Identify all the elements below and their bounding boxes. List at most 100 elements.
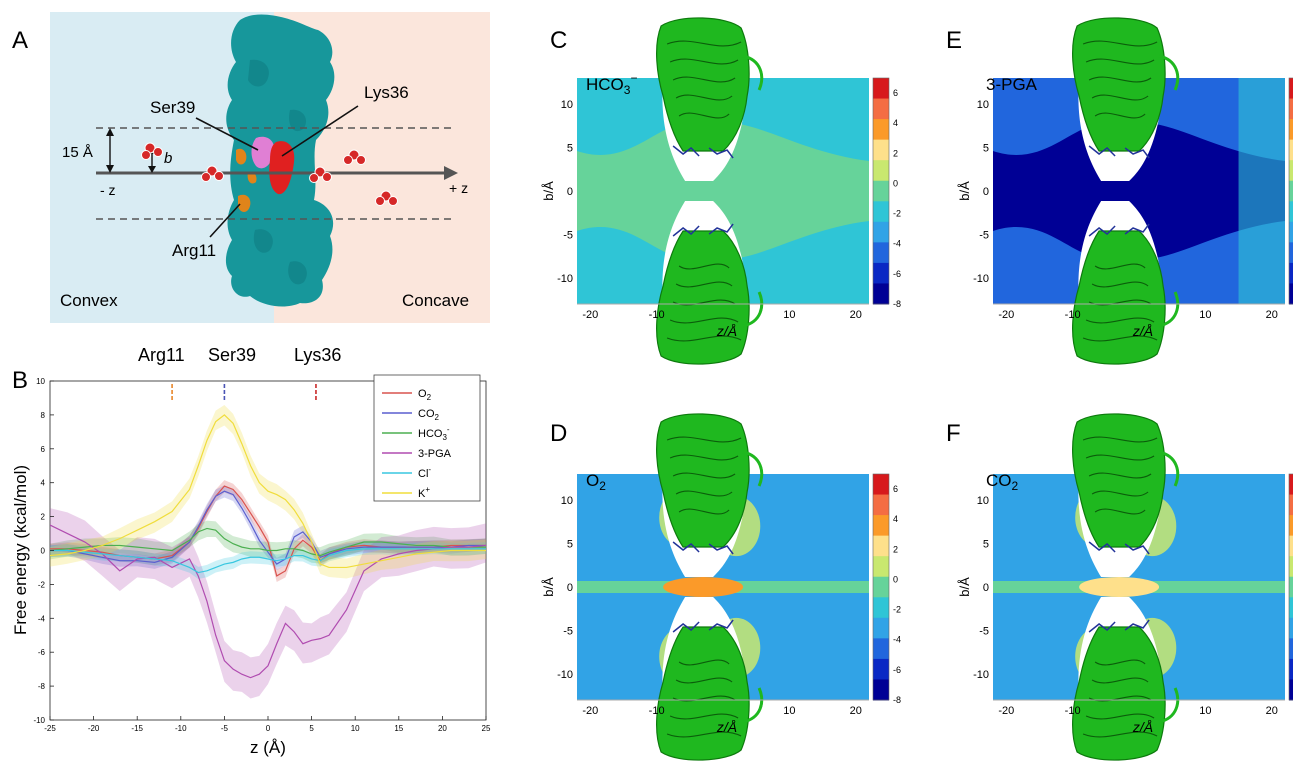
protein-strand [675,490,733,497]
colorbar-tick-label: 2 [893,544,898,554]
molecule-icon [375,190,398,206]
residue-sticks [1088,145,1150,159]
x-tick-label: -10 [175,724,187,733]
colorbar-tick-label: 0 [893,574,898,584]
convex-label: Convex [60,291,118,310]
lys36-label: Lys36 [364,83,409,102]
protein-strand [1091,281,1149,288]
heatmap-panel-f: FCO2-20-1010201050-5-10z/Åb/Å6420-2-4-6-… [946,413,1293,761]
protein-cartoon [656,619,764,761]
y-axis-label: b/Å [541,577,556,597]
colorbar-tick-label: -2 [893,605,901,615]
x-tick-label: -20 [998,705,1014,717]
x-axis-label: z/Å [1132,323,1153,339]
y-axis-label: Free energy (kcal/mol) [11,465,30,635]
protein-cartoon [1072,619,1180,761]
arg11-leader [209,203,241,238]
colorbar-segment [1289,262,1293,284]
y-tick-label: 0 [567,582,573,594]
y-tick-label: -10 [973,669,989,681]
x-tick-label: -20 [88,724,100,733]
legend-label: CO2 [418,408,440,422]
protein-body [1072,17,1166,152]
panel-letter-d: D [550,420,567,447]
residue-sticks [1088,541,1150,555]
x-tick-label: 10 [1199,705,1211,717]
y-axis-label: b/Å [957,577,972,597]
protein-strand [1085,713,1155,720]
series-line [50,548,486,574]
panel-letter-a: A [12,27,28,54]
y-tick-label: -10 [33,716,45,725]
colorbar-tick-label: 0 [893,178,898,188]
colorbar-segment [873,617,889,639]
protein-strand [669,58,739,65]
colorbar-frame [872,473,890,701]
y-tick-label: 10 [36,377,45,386]
protein-strand [666,335,742,342]
protein-cartoon [1072,223,1180,365]
protein-strand [675,94,733,101]
heatmap-title: 3-PGA [986,75,1038,94]
panel-letter-b: B [12,367,28,394]
colorbar-frame [1288,77,1293,305]
colorbar-tick-label: -6 [893,269,901,279]
marker-label-arg11: Arg11 [138,345,185,365]
minus-z-label: - z [100,182,116,198]
x-axis-label: z (Å) [250,738,286,757]
colorbar-segment [873,658,889,680]
y-tick-label: 4 [41,479,46,488]
distance-label: 15 Å [62,144,93,161]
colorbar-segment [873,201,889,223]
protein-body [1072,626,1166,761]
protein-body [656,413,750,548]
protein-loop [1158,291,1180,328]
protein-strand [678,263,730,270]
colorbar-segment [1289,180,1293,202]
protein-strand [669,454,739,461]
panel-letter-f: F [946,420,961,447]
x-tick-label: -25 [44,724,56,733]
legend-label: HCO3- [418,425,450,442]
protein-strand [1094,659,1146,666]
colorbar-segment [1289,658,1293,680]
colorbar-tick-label: -4 [893,239,901,249]
colorbar-segment [873,638,889,660]
x-tick-label: -5 [221,724,229,733]
protein-cartoon [656,17,764,159]
protein-body [1072,413,1166,548]
residue-sticks [1088,223,1150,237]
molecule-icon [201,165,224,182]
colorbar-segment [873,474,889,496]
colorbar-segment [1289,576,1293,598]
y-tick-label: 10 [977,99,989,111]
heatmap-title: HCO3− [586,71,637,97]
residue-sticks [672,541,734,555]
x-tick-label: 20 [850,309,862,321]
panel-b: B Arg11 Ser39 Lys36 -25 -20 -15 -10 -5 0 5 10 15… [11,345,491,757]
protein-strand [672,472,736,479]
y-tick-label: 8 [41,411,46,420]
protein-strand [1094,112,1146,119]
protein-cartoon [1072,413,1180,555]
x-axis-label: z/Å [716,719,737,735]
colorbar-frame [1288,473,1293,701]
protein-body [656,626,750,761]
colorbar-tick-label: -4 [893,635,901,645]
x-tick-label: 25 [482,724,491,733]
colorbar-segment [1289,494,1293,516]
colorbar-tick-label: 2 [893,148,898,158]
x-tick-label: -20 [998,309,1014,321]
ser39-patch [251,136,275,169]
distance-arrow-top [106,128,114,136]
y-axis-ticks: -10 -8 -6 -4 -2 0 2 4 6 8 10 [33,377,54,725]
x-tick-label: 0 [266,724,271,733]
colorbar-segment [1289,638,1293,660]
residue-sticks [672,145,734,159]
colorbar-tick-label: -8 [893,299,901,309]
heatmap-region [1238,78,1285,304]
colorbar-segment [873,221,889,243]
x-axis-ticks: -25 -20 -15 -10 -5 0 5 10 15 20 25 [44,716,491,733]
colorbar-tick-label: -2 [893,209,901,219]
